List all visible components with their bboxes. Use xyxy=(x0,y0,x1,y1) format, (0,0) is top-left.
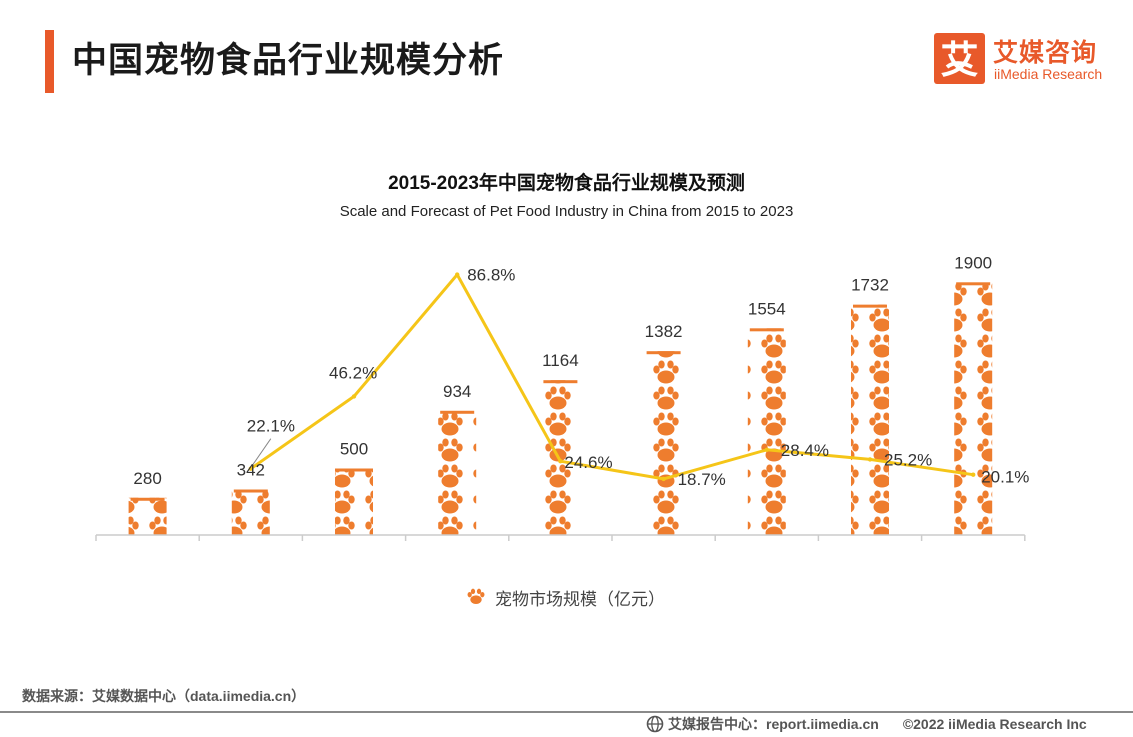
growth-point-2017 xyxy=(351,394,357,399)
growth-rate-label: 20.1% xyxy=(981,468,1029,487)
page-title: 中国宠物食品行业规模分析 xyxy=(72,41,505,80)
data-source: 数据来源：艾媒数据中心（data.iimedia.cn） xyxy=(22,688,306,704)
growth-rate-label: 22.1% xyxy=(247,417,295,436)
growth-rate-label: 28.4% xyxy=(781,441,829,460)
footer-divider xyxy=(0,711,1133,713)
bar-2023E xyxy=(954,282,993,535)
growth-point-2020 xyxy=(661,476,666,482)
globe-icon xyxy=(646,715,664,733)
paw-icon xyxy=(467,588,485,604)
growth-rate-label: 46.2% xyxy=(329,363,377,382)
bar-value-label: 1900 xyxy=(954,253,992,272)
growth-rate-label: 86.8% xyxy=(467,266,515,285)
bar-cap-2016 xyxy=(233,489,268,493)
bar-value-label: 1732 xyxy=(851,276,889,295)
logo-text-cn: 艾媒咨询 xyxy=(993,39,1098,67)
legend-label: 宠物市场规模（亿元） xyxy=(495,589,665,609)
bar-value-label: 500 xyxy=(340,440,368,459)
bar-cap-2020 xyxy=(646,351,681,355)
chart-legend: 宠物市场规模（亿元） xyxy=(464,585,665,609)
bar-value-label: 342 xyxy=(237,461,265,480)
bar-cap-2021 xyxy=(749,328,784,332)
bar-value-label: 1554 xyxy=(748,299,786,318)
bar-cap-2019 xyxy=(543,380,578,384)
growth-point-2023E xyxy=(971,472,976,477)
growth-leader-line xyxy=(252,438,272,465)
iimedia-logo[interactable]: 艾 艾媒咨询 iiMedia Research xyxy=(934,33,1124,87)
footer-copyright: ©2022 iiMedia Research Inc xyxy=(902,716,1087,732)
growth-point-2016 xyxy=(248,466,253,471)
bar-value-label: 934 xyxy=(443,382,471,401)
bar-2015 xyxy=(128,497,167,535)
logo-text-en: iiMedia Research xyxy=(994,66,1103,82)
growth-point-2021 xyxy=(764,447,769,452)
bar-2019 xyxy=(541,380,580,535)
bar-2018 xyxy=(438,410,477,535)
logo-mark-glyph: 艾 xyxy=(940,38,978,82)
bar-value-label: 1382 xyxy=(645,322,683,341)
bar-cap-2017 xyxy=(337,468,371,472)
bar-cap-2018 xyxy=(440,410,475,414)
chart-title: 2015-2023年中国宠物食品行业规模及预测 xyxy=(388,173,745,194)
bar-2017 xyxy=(335,468,373,535)
iimedia-logo-mark: 艾 xyxy=(934,33,985,84)
bar-cap-2015 xyxy=(130,497,165,501)
title-accent-bar xyxy=(45,30,54,93)
chart-area: 20152016201720182019202020212022E2023E 2… xyxy=(95,253,1029,541)
footer: 艾媒报告中心：report.iimedia.cn ©2022 iiMedia R… xyxy=(646,714,1087,734)
growth-point-2018 xyxy=(455,272,460,277)
bar-2016 xyxy=(231,489,270,535)
growth-rate-line xyxy=(249,273,974,481)
footer-report-link[interactable]: 艾媒报告中心：report.iimedia.cn xyxy=(668,716,879,732)
growth-rate-label: 18.7% xyxy=(678,470,726,489)
growth-rate-label: 25.2% xyxy=(884,450,932,469)
chart-subtitle: Scale and Forecast of Pet Food Industry … xyxy=(339,203,794,220)
bar-2022E xyxy=(851,304,889,535)
bar-2020 xyxy=(644,351,683,535)
bar-value-label: 1164 xyxy=(542,351,579,370)
bar-cap-2023E xyxy=(956,282,991,286)
growth-point-2019 xyxy=(558,459,563,464)
growth-point-2022E xyxy=(867,457,873,462)
growth-rate-label: 24.6% xyxy=(564,453,612,472)
bar-value-label: 280 xyxy=(133,469,161,488)
bar-2021 xyxy=(747,328,786,535)
bar-cap-2022E xyxy=(853,304,887,308)
